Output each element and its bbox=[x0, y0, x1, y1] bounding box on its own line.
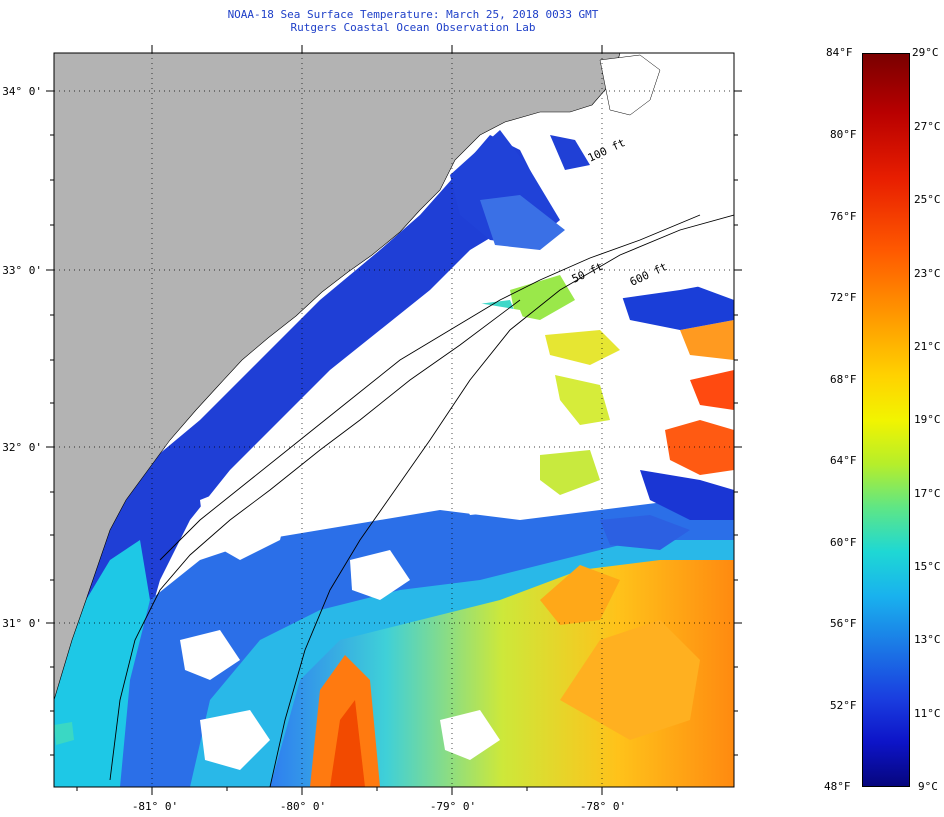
cb-f-52: 52°F bbox=[830, 699, 857, 712]
lon-label-79: -79° 0' bbox=[430, 800, 476, 813]
land-mass bbox=[54, 53, 621, 701]
cb-c-15: 15°C bbox=[914, 560, 941, 573]
temperature-colorbar bbox=[862, 53, 910, 787]
cb-f-80: 80°F bbox=[830, 128, 857, 141]
lat-label-34: 34° 0' bbox=[2, 85, 42, 98]
lon-label-78: -78° 0' bbox=[580, 800, 626, 813]
cb-c-11: 11°C bbox=[914, 707, 941, 720]
lon-label-80: -80° 0' bbox=[280, 800, 326, 813]
cb-c-19: 19°C bbox=[914, 413, 941, 426]
cb-f-48: 48°F bbox=[824, 780, 851, 793]
cb-f-76: 76°F bbox=[830, 210, 857, 223]
lat-label-31: 31° 0' bbox=[2, 617, 42, 630]
cb-f-84: 84°F bbox=[826, 46, 853, 59]
cb-f-72: 72°F bbox=[830, 291, 857, 304]
map-title: NOAA-18 Sea Surface Temperature: March 2… bbox=[227, 8, 599, 21]
map-subtitle: Rutgers Coastal Ocean Observation Lab bbox=[290, 21, 536, 34]
cb-c-27: 27°C bbox=[914, 120, 941, 133]
cb-c-25: 25°C bbox=[914, 193, 941, 206]
lat-label-32: 32° 0' bbox=[2, 441, 42, 454]
cb-c-17: 17°C bbox=[914, 487, 941, 500]
cb-c-21: 21°C bbox=[914, 340, 941, 353]
graticule bbox=[54, 53, 734, 787]
cb-c-13: 13°C bbox=[914, 633, 941, 646]
isobath-lines bbox=[109, 214, 734, 787]
cb-f-56: 56°F bbox=[830, 617, 857, 630]
cb-f-60: 60°F bbox=[830, 536, 857, 549]
axis-ticks bbox=[46, 45, 742, 795]
cb-c-29: 29°C bbox=[912, 46, 939, 59]
lat-label-33: 33° 0' bbox=[2, 264, 42, 277]
lon-label-81: -81° 0' bbox=[132, 800, 178, 813]
cb-f-64: 64°F bbox=[830, 454, 857, 467]
map-frame bbox=[53, 52, 735, 788]
cb-c-23: 23°C bbox=[914, 267, 941, 280]
cb-f-68: 68°F bbox=[830, 373, 857, 386]
coastal-plain-outline bbox=[599, 54, 661, 116]
sst-field bbox=[54, 68, 734, 787]
cb-c-9: 9°C bbox=[918, 780, 938, 793]
